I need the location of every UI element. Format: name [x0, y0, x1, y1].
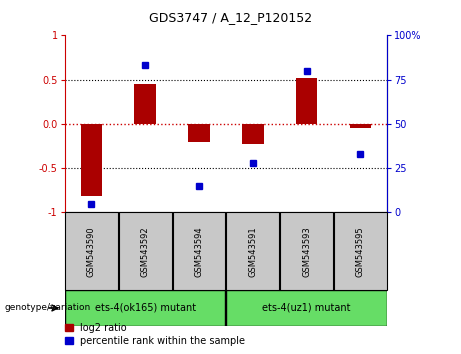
Text: ets-4(ok165) mutant: ets-4(ok165) mutant: [95, 303, 196, 313]
Bar: [242, 124, 264, 144]
Bar: [65, 290, 225, 326]
Text: GSM543590: GSM543590: [87, 226, 96, 277]
Bar: [81, 124, 102, 196]
Text: GSM543594: GSM543594: [195, 226, 203, 277]
Text: genotype/variation: genotype/variation: [5, 303, 91, 313]
Bar: [280, 212, 333, 290]
Text: GDS3747 / A_12_P120152: GDS3747 / A_12_P120152: [149, 11, 312, 24]
Bar: [119, 212, 171, 290]
Text: GSM543591: GSM543591: [248, 226, 257, 277]
Bar: [296, 78, 317, 124]
Bar: [226, 290, 387, 326]
Text: GSM543592: GSM543592: [141, 226, 150, 277]
Text: ets-4(uz1) mutant: ets-4(uz1) mutant: [262, 303, 351, 313]
Bar: [349, 124, 371, 128]
Bar: [334, 212, 387, 290]
Bar: [226, 212, 279, 290]
Text: GSM543593: GSM543593: [302, 226, 311, 277]
Bar: [172, 212, 225, 290]
Bar: [65, 212, 118, 290]
Text: GSM543595: GSM543595: [356, 226, 365, 277]
Bar: [135, 84, 156, 124]
Legend: log2 ratio, percentile rank within the sample: log2 ratio, percentile rank within the s…: [65, 323, 245, 346]
Bar: [188, 124, 210, 142]
